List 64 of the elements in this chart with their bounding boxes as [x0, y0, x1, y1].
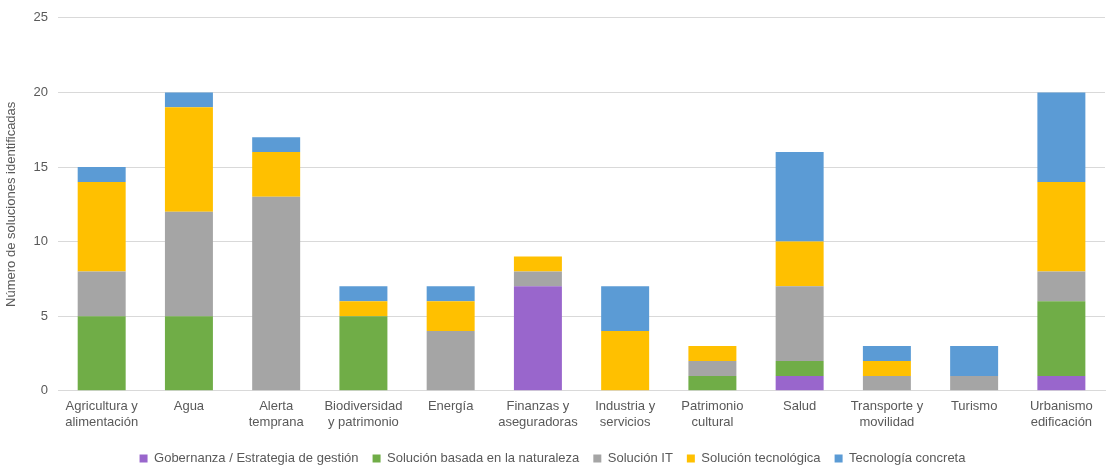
bar	[426, 331, 475, 391]
bar	[1037, 271, 1086, 302]
bar	[688, 360, 737, 376]
legend-label: Solución tecnológica	[701, 450, 822, 466]
bar	[77, 167, 126, 182]
bar	[1037, 92, 1086, 182]
legend-label: Solución basada en la naturaleza	[387, 450, 581, 466]
bar	[688, 346, 737, 361]
y-tick-label: 15	[33, 158, 49, 174]
x-tick-label: Urbanismo edificación	[1029, 398, 1093, 429]
x-tick-label: Energía	[427, 398, 475, 414]
bar	[77, 271, 126, 317]
bar	[339, 301, 388, 317]
x-tick-label: Transporte y movilidad	[850, 398, 924, 429]
y-tick-label: 20	[33, 83, 49, 99]
x-tick-label: Finanzas y aseguradoras	[498, 398, 579, 429]
bar	[513, 286, 562, 391]
bar	[164, 92, 213, 108]
bar	[426, 301, 475, 332]
x-tick-label: Turismo	[950, 398, 998, 414]
bar	[77, 316, 126, 391]
bar	[1037, 375, 1086, 391]
y-tick-label: 5	[40, 307, 49, 323]
bar	[862, 346, 911, 361]
bar	[775, 152, 824, 242]
x-tick-label: Agua	[173, 398, 205, 414]
bar	[1037, 301, 1086, 376]
legend-label: Gobernanza / Estrategia de gestión	[154, 450, 359, 466]
x-tick-label: Alerta temprana	[248, 398, 305, 429]
bar	[862, 360, 911, 376]
y-tick-label: 25	[33, 9, 49, 25]
bar	[601, 331, 650, 391]
y-tick-label: 10	[33, 233, 49, 249]
bar	[339, 316, 388, 391]
bar	[775, 375, 824, 391]
bar	[252, 196, 301, 391]
bar	[77, 181, 126, 272]
bar	[775, 286, 824, 361]
x-tick-label: Agricultura y alimentación	[65, 398, 139, 429]
bar	[164, 107, 213, 212]
bar	[950, 375, 999, 391]
y-tick-label: 0	[40, 382, 49, 398]
bar	[426, 286, 475, 302]
y-axis-title: Número de soluciones identificadas	[3, 101, 19, 307]
bar	[513, 256, 562, 272]
bar	[862, 375, 911, 391]
bar	[513, 271, 562, 287]
bar	[950, 346, 999, 376]
bar	[601, 286, 650, 332]
x-tick-label: Salud	[783, 398, 817, 414]
bar	[1037, 181, 1086, 272]
bar	[164, 211, 213, 317]
legend-label: Solución IT	[607, 450, 673, 466]
bar	[252, 137, 301, 153]
bar	[775, 241, 824, 287]
x-tick-label: Industria y servicios	[595, 398, 656, 429]
x-tick-label: Patrimonio cultural	[681, 398, 744, 429]
legend-label: Tecnología concreta	[849, 450, 967, 466]
bar	[252, 152, 301, 197]
bar	[339, 286, 388, 302]
x-tick-label: Biodiversidad y patrimonio	[324, 398, 403, 429]
bar	[775, 360, 824, 376]
bar	[164, 316, 213, 391]
bar	[688, 375, 737, 391]
